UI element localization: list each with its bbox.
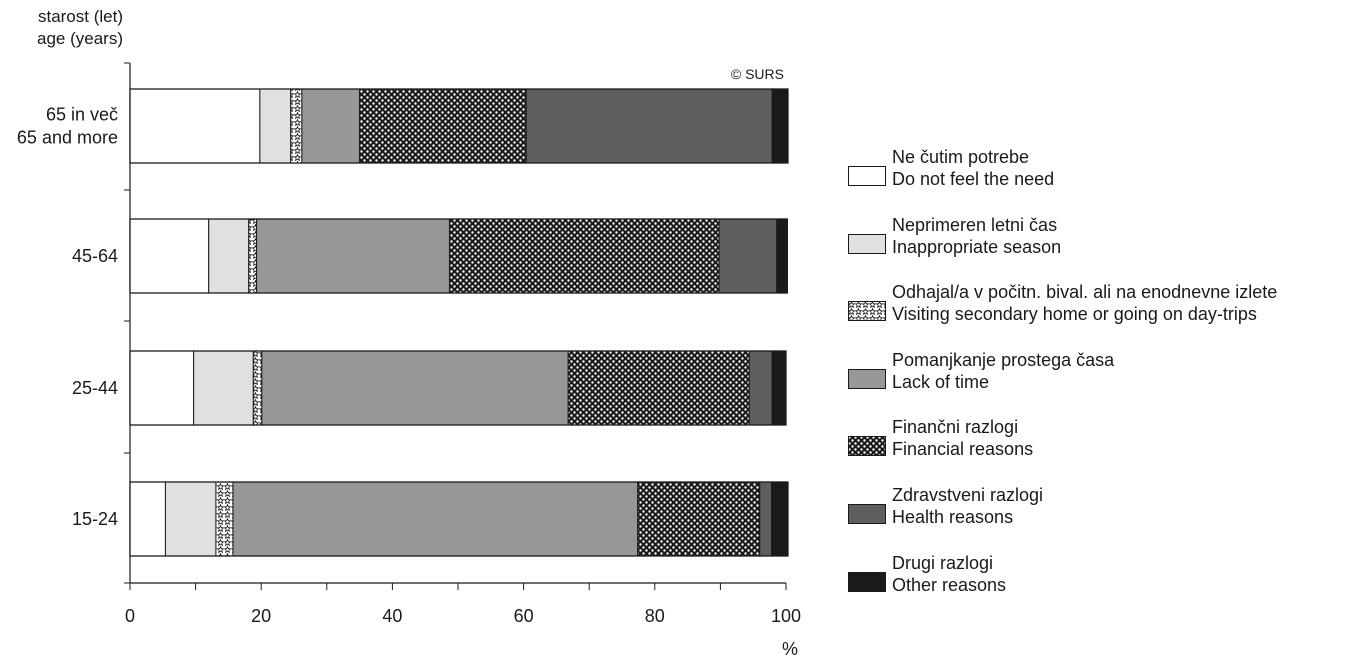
- bar-segment: [637, 481, 761, 557]
- legend-swatch: [848, 233, 886, 254]
- legend-swatch: [848, 368, 886, 389]
- category-label: 45-64: [72, 246, 118, 266]
- legend-label: Odhajal/a v počitn. bival. ali na enodne…: [892, 281, 1277, 325]
- bar-segment: [771, 88, 789, 164]
- legend-item: Zdravstveni razlogi Health reasons: [848, 484, 1343, 542]
- legend-label: Ne čutim potrebe Do not feel the need: [892, 146, 1054, 190]
- legend-label-line: Zdravstveni razlogi: [892, 484, 1044, 505]
- legend-label-line: Pomanjkanje prostega časa: [892, 349, 1115, 370]
- legend-swatch: [848, 503, 886, 524]
- bar-segment: [129, 88, 261, 164]
- legend-label-line: Ne čutim potrebe: [892, 147, 1030, 167]
- legend-item: Neprimeren letni čas Inappropriate season: [848, 214, 1343, 272]
- category-labels: 65 in več 65 and more 45-64 25-44 15-24: [17, 105, 118, 530]
- x-tick-label: 20: [251, 606, 271, 626]
- legend-swatch: [848, 166, 886, 186]
- legend-item: Odhajal/a v počitn. bival. ali na enodne…: [848, 281, 1343, 339]
- bar-segment: [771, 350, 787, 426]
- legend-swatch: [848, 571, 886, 592]
- legend-swatch: [848, 436, 886, 457]
- bar-segment: [448, 218, 720, 294]
- bar-outline: [129, 350, 787, 426]
- legend-label-line: Do not feel the need: [892, 169, 1055, 189]
- legend-label-line: Financial reasons: [892, 439, 1034, 460]
- bar-segment: [129, 481, 166, 557]
- x-tick-label: 0: [125, 606, 135, 626]
- legend-label: Drugi razlogi Other reasons: [892, 552, 1006, 596]
- legend-swatch: [848, 301, 886, 322]
- bar-segment: [232, 481, 639, 557]
- category-label: 65 in več: [46, 105, 118, 125]
- axes: 0 20 40 60 80 100: [124, 62, 801, 626]
- category-label: 25-44: [72, 378, 118, 398]
- x-tick-label: 40: [382, 606, 402, 626]
- legend-label-line: Other reasons: [892, 574, 1007, 595]
- y-axis-title: starost (let) age (years): [0, 6, 123, 50]
- y-axis-title-line-1: starost (let): [37, 7, 123, 26]
- legend-item: Drugi razlogi Other reasons: [848, 552, 1343, 610]
- legend: Ne čutim potrebe Do not feel the need Nepr…: [848, 146, 1343, 619]
- legend-label: Neprimeren letni čas Inappropriate season: [892, 214, 1061, 258]
- bar-segment: [129, 218, 210, 294]
- legend-label-line: Health reasons: [892, 506, 1014, 527]
- legend-item: Ne čutim potrebe Do not feel the need: [848, 146, 1343, 204]
- x-tick-label: 60: [514, 606, 534, 626]
- bar-segment: [525, 88, 773, 164]
- bar-segment: [748, 350, 773, 426]
- bar-segment: [771, 481, 789, 557]
- bar-segment: [776, 218, 788, 294]
- legend-label: Pomanjkanje prostega časa Lack of time: [892, 349, 1114, 393]
- bar-segment: [129, 350, 195, 426]
- bar-segment: [759, 481, 773, 557]
- bar-segment: [193, 350, 254, 426]
- category-label: 65 and more: [17, 128, 118, 148]
- bar-segment: [208, 218, 250, 294]
- bar-segment: [252, 350, 263, 426]
- bar-segment: [290, 88, 303, 164]
- legend-label-line: Drugi razlogi: [892, 552, 994, 573]
- bar-segment: [261, 350, 569, 426]
- y-axis-title-line-2: age (years): [37, 29, 123, 48]
- legend-label-line: Odhajal/a v počitn. bival. ali na enodne…: [892, 282, 1278, 303]
- bar-outline: [129, 88, 789, 164]
- bar-segment: [718, 218, 778, 294]
- category-label: 15-24: [72, 509, 118, 529]
- copyright-label: © SURS: [731, 66, 784, 82]
- legend-label-line: Finančni razlogi: [892, 417, 1019, 438]
- bar-segment: [256, 218, 450, 294]
- bar-segment: [301, 88, 361, 164]
- bar-outline: [129, 481, 789, 557]
- legend-item: Finančni razlogi Financial reasons: [848, 416, 1343, 474]
- bar-segment: [259, 88, 292, 164]
- legend-label-line: Lack of time: [892, 371, 990, 392]
- x-tick-label: 80: [645, 606, 665, 626]
- bar-segment: [567, 350, 750, 426]
- legend-label-line: Visiting secondary home or going on day-…: [892, 304, 1257, 325]
- bar-segment: [359, 88, 527, 164]
- legend-label-line: Inappropriate season: [892, 236, 1062, 257]
- bar-segment: [164, 481, 217, 557]
- bars: [129, 88, 789, 557]
- x-axis-unit-label: %: [782, 639, 798, 657]
- bar-segment: [215, 481, 234, 557]
- bar-outline: [129, 218, 788, 294]
- legend-label: Finančni razlogi Financial reasons: [892, 416, 1033, 460]
- x-tick-label: 100: [771, 606, 801, 626]
- legend-label: Zdravstveni razlogi Health reasons: [892, 484, 1043, 528]
- legend-label-line: Neprimeren letni čas: [892, 214, 1058, 235]
- bar-segment: [248, 218, 258, 294]
- legend-item: Pomanjkanje prostega časa Lack of time: [848, 349, 1343, 407]
